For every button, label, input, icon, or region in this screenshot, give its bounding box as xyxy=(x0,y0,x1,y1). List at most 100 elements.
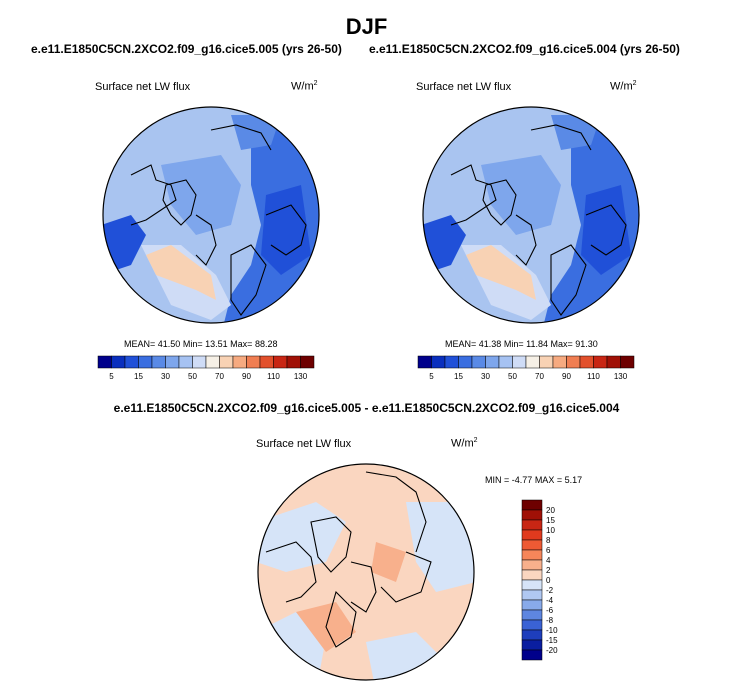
panel2-colorbar-tick-label: 30 xyxy=(481,372,490,381)
panel1-colorbar-swatch xyxy=(246,355,261,369)
panel2-units-exp: 2 xyxy=(632,80,637,87)
panel1-min-label: Min= xyxy=(182,339,203,349)
panel1-region-central xyxy=(161,155,241,235)
diff-colorbar-tick-label: 0 xyxy=(546,576,551,585)
diff-units-exp: 2 xyxy=(473,437,478,444)
panel1-colorbar-tick-label: 30 xyxy=(161,372,170,381)
panel1-units: W/m2 xyxy=(291,80,318,93)
panel1-stats: MEAN= 41.50 Min= 13.51 Max= 88.28 xyxy=(124,339,277,349)
diff-colorbar-swatch xyxy=(521,559,543,571)
panel2-colorbar-swatch xyxy=(539,355,554,369)
panel1-subtitle: e.e11.E1850C5CN.2XCO2.f09_g16.cice5.005 … xyxy=(31,42,342,56)
diff-colorbar-swatch xyxy=(521,499,543,511)
panel2-colorbar: 5 15 30 50 70 90 110 130 xyxy=(417,355,635,381)
panel1-colorbar-swatch xyxy=(219,355,234,369)
diff-colorbar-tick-label: -10 xyxy=(546,626,558,635)
diff-colorbar-swatch xyxy=(521,639,543,651)
panel1-region-scandinavia xyxy=(261,185,311,275)
diff-colorbar-tick-label: -15 xyxy=(546,636,558,645)
panel1-mean-label: MEAN= xyxy=(124,339,156,349)
diff-colorbar-swatch xyxy=(521,619,543,631)
panel2-colorbar-tick-label: 50 xyxy=(508,372,517,381)
diff-max-value: 5.17 xyxy=(564,475,583,485)
diff-colorbar-tick-label: 15 xyxy=(546,516,555,525)
panel2-colorbar-swatch xyxy=(512,355,527,369)
panel2-colorbar-tick-label: 90 xyxy=(562,372,571,381)
diff-max-label: MAX = xyxy=(534,475,563,485)
diff-min-label: MIN = xyxy=(485,475,510,485)
panel2-min-label: Min= xyxy=(503,339,524,349)
diff-region-cool-2 xyxy=(406,502,474,592)
panel1-max-label: Max= xyxy=(230,339,253,349)
panel1-colorbar-tick-label: 90 xyxy=(242,372,251,381)
diff-colorbar-tick-label: 10 xyxy=(546,526,555,535)
panel1-colorbar-swatch xyxy=(192,355,207,369)
panel2-colorbar-swatch xyxy=(579,355,594,369)
diff-colorbar-tick-label: 6 xyxy=(546,546,551,555)
diff-colorbar-swatch xyxy=(521,609,543,621)
panel2-colorbar-tick-label: 15 xyxy=(454,372,463,381)
diff-subtitle: e.e11.E1850C5CN.2XCO2.f09_g16.cice5.005 … xyxy=(113,401,620,415)
panel2-map-border xyxy=(422,106,640,324)
panel2-colorbar-swatch xyxy=(498,355,513,369)
diff-units-base: W/m xyxy=(451,437,474,450)
panel1-colorbar-swatch xyxy=(286,355,301,369)
panel2-colorbar-swatch xyxy=(471,355,486,369)
diff-colorbar-swatch xyxy=(521,599,543,611)
panel2-colorbar-swatch xyxy=(566,355,581,369)
diff-colorbar-tick-label: -4 xyxy=(546,596,554,605)
panel2-colorbar-swatch xyxy=(417,355,432,369)
panel1-region-warm xyxy=(146,245,216,300)
panel1-colorbar-swatch xyxy=(138,355,153,369)
panel2-colorbar-swatch xyxy=(552,355,567,369)
diff-colorbar-swatch xyxy=(521,509,543,521)
panel1-colorbar-swatch xyxy=(178,355,193,369)
panel1-colorbar: 5 15 30 50 70 90 110 130 xyxy=(97,355,315,381)
panel2-colorbar-tick-label: 110 xyxy=(587,372,600,381)
panel1-colorbar-tick-label: 70 xyxy=(215,372,224,381)
panel2-mean-value: 41.38 xyxy=(478,339,502,349)
diff-colorbar-tick-label: 8 xyxy=(546,536,551,545)
diff-variable-label: Surface net LW flux xyxy=(256,438,352,450)
panel2-min-value: 11.84 xyxy=(526,339,548,349)
panel2-units: W/m2 xyxy=(610,80,637,93)
panel2-colorbar-swatch xyxy=(525,355,540,369)
panel2-mean-label: MEAN= xyxy=(445,339,477,349)
diff-colorbar-tick-label: -2 xyxy=(546,586,554,595)
diff-colorbar-tick-label: 20 xyxy=(546,506,555,515)
panel2-coastlines xyxy=(450,124,627,316)
diff-map-border xyxy=(257,463,475,681)
diff-colorbar-tick-label: 2 xyxy=(546,566,551,575)
panel1-colorbar-swatch xyxy=(300,355,315,369)
panel1-units-exp: 2 xyxy=(313,80,318,87)
panel2-colorbar-swatch xyxy=(458,355,473,369)
panel2-colorbar-swatch xyxy=(485,355,500,369)
panel2-stats: MEAN= 41.38 Min= 11.84 Max= 91.30 xyxy=(445,339,598,349)
panel1-map xyxy=(102,106,320,324)
panel1-colorbar-swatch xyxy=(124,355,139,369)
diff-colorbar-swatch xyxy=(521,589,543,601)
panel1-map-border xyxy=(102,106,320,324)
diff-coastlines xyxy=(265,471,432,648)
panel1-max-value: 88.28 xyxy=(254,339,278,349)
diff-colorbar-swatch xyxy=(521,649,543,661)
diff-colorbar-swatch xyxy=(521,539,543,551)
panel2-units-base: W/m xyxy=(610,80,633,93)
panel1-colorbar-swatch xyxy=(232,355,247,369)
diff-colorbar-tick-label: -20 xyxy=(546,646,558,655)
panel2-subtitle: e.e11.E1850C5CN.2XCO2.f09_g16.cice5.004 … xyxy=(369,42,680,56)
panel2-region-warm xyxy=(466,245,536,300)
panel2-colorbar-tick-label: 130 xyxy=(614,372,628,381)
panel1-units-base: W/m xyxy=(291,80,314,93)
panel1-colorbar-tick-label: 5 xyxy=(109,372,114,381)
panel2-colorbar-swatch xyxy=(593,355,608,369)
panel2-colorbar-swatch xyxy=(606,355,621,369)
diff-colorbar-tick-label: -8 xyxy=(546,616,554,625)
diff-colorbar-swatch xyxy=(521,629,543,641)
panel1-contours xyxy=(103,115,319,323)
diff-colorbar-tick-label: -6 xyxy=(546,606,554,615)
panel2-colorbar-swatch xyxy=(431,355,446,369)
panel2-colorbar-tick-label: 5 xyxy=(429,372,434,381)
panel1-colorbar-tick-label: 130 xyxy=(294,372,308,381)
